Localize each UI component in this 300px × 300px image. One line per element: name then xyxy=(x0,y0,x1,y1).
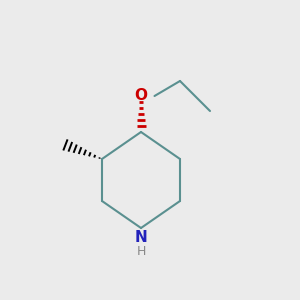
Text: H: H xyxy=(136,245,146,258)
Text: O: O xyxy=(134,88,148,104)
Text: N: N xyxy=(135,230,147,244)
